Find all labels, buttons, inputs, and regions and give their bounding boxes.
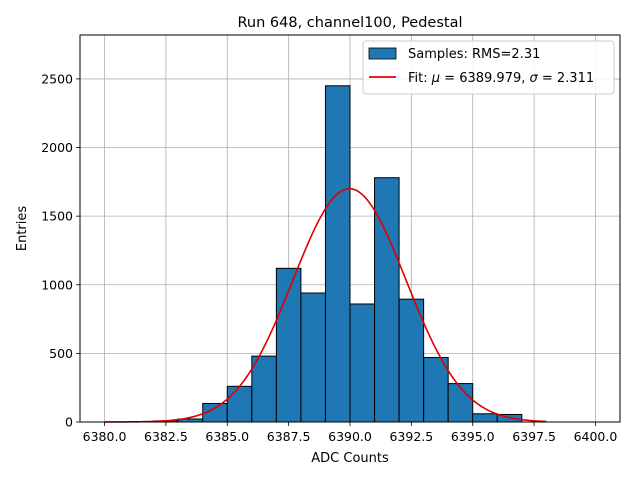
legend-fit-label: Fit: μ = 6389.979, σ = 2.311 — [408, 71, 594, 86]
histogram-bar — [301, 293, 326, 422]
x-tick-label: 6400.0 — [574, 429, 618, 444]
legend-histogram-swatch — [369, 48, 396, 59]
y-tick-label: 2000 — [41, 140, 73, 155]
histogram-bar — [252, 356, 277, 422]
y-tick-label: 500 — [49, 346, 73, 361]
histogram-bar — [375, 178, 400, 422]
legend: Samples: RMS=2.31 Fit: μ = 6389.979, σ =… — [363, 41, 614, 94]
y-axis-label: Entries — [15, 206, 30, 252]
x-tick-label: 6390.0 — [328, 429, 372, 444]
histogram-bar — [399, 299, 424, 422]
legend-fit-end: = 2.311 — [538, 71, 594, 86]
y-tick-label: 0 — [65, 415, 73, 430]
histogram-bar — [473, 414, 498, 422]
x-axis-label: ADC Counts — [311, 451, 389, 466]
legend-fit-mid: = 6389.979, — [440, 71, 529, 86]
x-tick-label: 6385.0 — [205, 429, 249, 444]
x-tick-label: 6387.5 — [267, 429, 311, 444]
histogram-bar — [350, 304, 375, 422]
legend-fit-mu: μ — [431, 71, 440, 86]
chart-title: Run 648, channel100, Pedestal — [237, 15, 462, 31]
y-tick-label: 1000 — [41, 277, 73, 292]
histogram-bar — [448, 384, 473, 422]
x-tick-label: 6382.5 — [144, 429, 188, 444]
x-tick-label: 6397.5 — [512, 429, 556, 444]
y-tick-label: 1500 — [41, 209, 73, 224]
histogram-bar — [424, 358, 449, 423]
x-tick-label: 6395.0 — [451, 429, 495, 444]
legend-fit-prefix: Fit: — [408, 71, 432, 86]
histogram-bar — [227, 386, 252, 422]
x-tick-label: 6392.5 — [389, 429, 433, 444]
y-tick-label: 2500 — [41, 71, 73, 86]
histogram-bar — [325, 86, 350, 422]
x-tick-label: 6380.0 — [83, 429, 127, 444]
legend-histogram-label: Samples: RMS=2.31 — [408, 47, 540, 62]
